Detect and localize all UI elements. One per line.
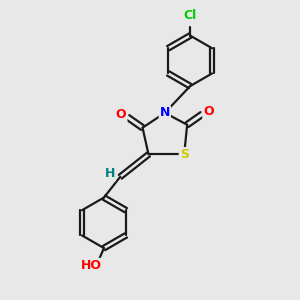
Text: Cl: Cl <box>184 9 197 22</box>
Text: S: S <box>180 148 189 161</box>
Text: O: O <box>116 108 127 122</box>
Text: N: N <box>160 106 170 119</box>
Text: HO: HO <box>81 259 102 272</box>
Text: H: H <box>105 167 115 180</box>
Text: O: O <box>203 106 214 118</box>
